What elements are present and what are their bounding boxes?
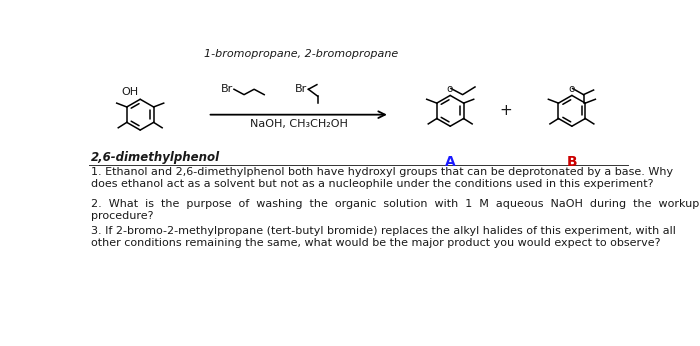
Text: OH: OH xyxy=(122,87,139,97)
Text: 1. Ethanol and 2,6-dimethylphenol both have hydroxyl groups that can be deproton: 1. Ethanol and 2,6-dimethylphenol both h… xyxy=(90,167,673,189)
Text: o: o xyxy=(568,84,574,94)
Text: Br: Br xyxy=(221,84,233,94)
Text: 2.  What  is  the  purpose  of  washing  the  organic  solution  with  1  M  aqu: 2. What is the purpose of washing the or… xyxy=(90,199,699,221)
Text: B: B xyxy=(566,155,578,170)
Text: +: + xyxy=(500,103,512,118)
Text: A: A xyxy=(444,155,456,170)
Text: o: o xyxy=(446,84,453,94)
Text: Br: Br xyxy=(295,84,307,94)
Text: 3. If 2-bromo-2-methylpropane (tert-butyl bromide) replaces the alkyl halides of: 3. If 2-bromo-2-methylpropane (tert-buty… xyxy=(90,226,675,248)
Text: NaOH, CH₃CH₂OH: NaOH, CH₃CH₂OH xyxy=(250,119,348,129)
Text: 2,6-dimethylphenol: 2,6-dimethylphenol xyxy=(92,151,220,164)
Text: 1-bromopropane, 2-bromopropane: 1-bromopropane, 2-bromopropane xyxy=(204,49,398,59)
